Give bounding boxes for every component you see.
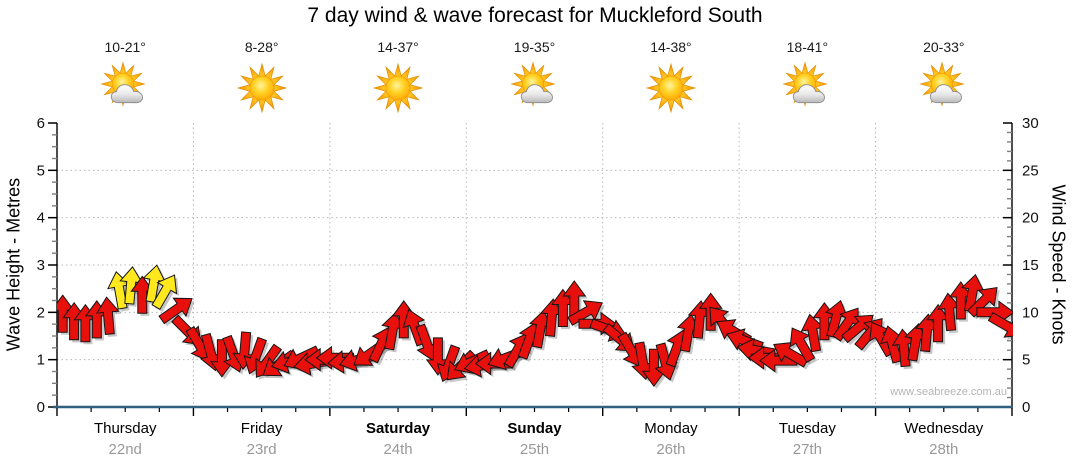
wind-arrow	[158, 297, 193, 325]
day-name: Friday	[240, 420, 283, 437]
day-label: Thursday 22nd	[57, 420, 193, 458]
day-temp: 10-21°	[104, 39, 146, 55]
day-label: Saturday 24th	[330, 420, 466, 458]
day-temp: 20-33°	[923, 39, 965, 55]
day-date: 24th	[383, 441, 413, 458]
weather-icon-partly-cloudy	[99, 61, 151, 114]
day-date: 28th	[929, 441, 959, 458]
wind-arrow	[95, 296, 120, 335]
cloud	[793, 84, 826, 104]
wave-axis-tick-label: 0	[37, 399, 45, 416]
left-axis: 0 1 2 3 4 5 6	[37, 115, 58, 416]
day-label: Tuesday 27th	[739, 420, 875, 458]
wind-axis-tick-label: 10	[1022, 304, 1039, 321]
wind-axis-tick-label: 20	[1022, 210, 1039, 227]
wind-arrows	[57, 264, 1013, 389]
watermark: www.seabreeze.com.au	[890, 386, 1007, 398]
sun-disc	[385, 75, 411, 101]
wind-axis-tick-label: 15	[1022, 257, 1039, 274]
weather-icon-partly-cloudy	[918, 61, 970, 114]
day-date: 26th	[656, 441, 686, 458]
weather-icon-sunny	[236, 62, 288, 114]
wind-arrow	[966, 286, 998, 318]
day-name: Sunday	[507, 420, 562, 437]
wave-axis-tick-label: 4	[37, 210, 45, 227]
page-title: 7 day wind & wave forecast for Mucklefor…	[307, 4, 763, 27]
day-date: 25th	[519, 441, 550, 458]
day-date: 27th	[792, 441, 822, 458]
day-name: Wednesday	[904, 420, 984, 437]
wave-axis-tick-label: 1	[37, 352, 45, 369]
cloud	[929, 84, 962, 104]
cloud	[520, 84, 553, 104]
day-label: Sunday 25th	[467, 420, 603, 458]
day-temp: 18-41°	[786, 39, 829, 55]
day-label: Monday 26th	[603, 420, 739, 458]
wind-axis-tick-label: 5	[1022, 352, 1030, 369]
day-label: Friday 23rd	[194, 420, 330, 458]
grid-lines	[57, 123, 1012, 407]
wave-axis-tick-label: 6	[37, 115, 45, 132]
day-date: 22nd	[108, 441, 142, 458]
day-name: Monday	[644, 420, 698, 437]
wind-arrow	[151, 274, 178, 311]
weather-icon-partly-cloudy	[781, 61, 833, 114]
sun-disc	[249, 75, 275, 101]
wave-axis-tick-label: 5	[37, 162, 45, 179]
day-name: Thursday	[93, 420, 157, 437]
wind-axis-tick-label: 0	[1022, 399, 1030, 416]
day-name: Saturday	[365, 420, 431, 437]
day-temp: 8-28°	[244, 39, 279, 55]
weather-icon-partly-cloudy	[509, 61, 561, 114]
wave-axis-tick-label: 3	[37, 257, 45, 274]
weather-icon-sunny	[372, 62, 424, 114]
cloud	[111, 84, 144, 104]
wind-arrow	[987, 312, 1013, 338]
day-temp: 14-37°	[377, 39, 419, 55]
day-name: Tuesday	[778, 420, 836, 437]
wind-axis-tick-label: 25	[1022, 162, 1039, 179]
right-axis: 0 5 10 15 20 25 30	[1003, 115, 1039, 416]
wind-arrow	[789, 327, 816, 364]
weather-icon-sunny	[645, 62, 697, 114]
sun-disc	[658, 75, 684, 101]
wave-axis-tick-label: 2	[37, 304, 45, 321]
day-label: Wednesday 28th	[876, 420, 1012, 458]
day-date: 23rd	[246, 441, 277, 458]
bottom-axis	[53, 405, 1013, 416]
day-temp: 14-38°	[650, 39, 692, 55]
day-temp: 19-35°	[513, 39, 556, 55]
wind-axis-tick-label: 30	[1022, 115, 1039, 132]
